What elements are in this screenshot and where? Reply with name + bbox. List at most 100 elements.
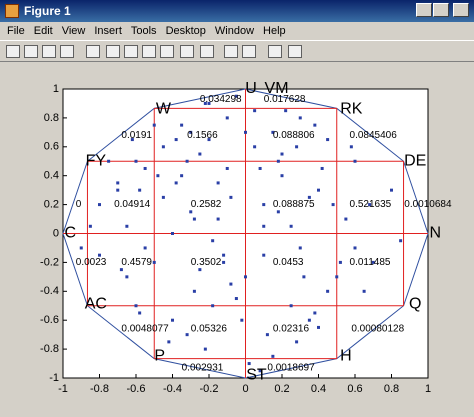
point [171, 232, 174, 235]
figure: -1 -0.8 -0.6 -0.4 -0.2 0 0.2 0.4 0.6 0.8 1 -1 -0.8 -0… [40, 80, 452, 395]
toolbar-button[interactable] [42, 45, 56, 58]
point [258, 166, 262, 170]
point [368, 203, 372, 207]
point [174, 138, 178, 142]
point [225, 116, 229, 120]
menu-item[interactable]: View [61, 25, 86, 37]
x-tick-label: 0.2 [274, 383, 289, 395]
point [234, 297, 238, 301]
point [216, 181, 220, 185]
point [284, 109, 288, 113]
toolbar-button[interactable] [268, 45, 282, 58]
toolbar [0, 40, 474, 62]
toolbar-button[interactable] [224, 45, 238, 58]
annotation: 0.05326 [191, 324, 228, 335]
y-tick-label: 1 [53, 83, 59, 95]
point [344, 217, 348, 221]
point [289, 304, 293, 308]
y-tick-label: 0.4 [44, 170, 59, 182]
toolbar-button[interactable] [200, 45, 214, 58]
point [180, 123, 184, 127]
point [143, 246, 147, 250]
point [156, 174, 160, 178]
x-tick-label: 0 [242, 383, 248, 395]
region-label: C [65, 225, 77, 242]
toolbar-button[interactable] [60, 45, 74, 58]
point [152, 123, 156, 127]
annotation: 0.0845406 [350, 130, 398, 141]
point [211, 239, 215, 243]
x-tick-label: 1 [425, 383, 431, 395]
point [271, 354, 275, 358]
annotation: 0.0010684 [404, 199, 452, 210]
point [134, 159, 138, 163]
point [185, 333, 189, 337]
point [116, 188, 120, 192]
menu-item[interactable]: Window [214, 25, 255, 37]
menu-item[interactable]: Help [263, 25, 286, 37]
menu-bar: File Edit View Insert Tools Desktop Window Help [0, 22, 474, 40]
point [240, 318, 244, 322]
annotation: 0.088875 [273, 199, 315, 210]
maximize-button[interactable] [433, 3, 449, 17]
point [189, 130, 193, 134]
point [253, 109, 257, 113]
toolbar-button[interactable] [6, 45, 20, 58]
menu-item[interactable]: Desktop [165, 25, 206, 37]
point [222, 260, 226, 264]
minimize-button[interactable] [416, 3, 432, 17]
point [295, 340, 299, 344]
point [338, 260, 342, 264]
point [234, 94, 238, 98]
point [313, 123, 317, 127]
point [222, 253, 226, 257]
toolbar-button[interactable] [24, 45, 38, 58]
point [276, 159, 280, 163]
region-label: Q [409, 296, 421, 313]
y-tick-label: -0.6 [40, 314, 59, 326]
region-label: W [156, 100, 172, 117]
region-label: ST [246, 366, 267, 383]
x-tick-label: -1 [58, 383, 68, 395]
point [198, 152, 202, 156]
point [138, 311, 142, 315]
region-label: RK [340, 100, 363, 117]
point [198, 268, 202, 272]
point [353, 246, 357, 250]
toolbar-button[interactable] [142, 45, 156, 58]
point [225, 166, 229, 170]
point [302, 275, 306, 279]
region-label: AC [85, 296, 107, 313]
x-tick-label: -0.4 [163, 383, 182, 395]
point [335, 275, 339, 279]
point [174, 181, 178, 185]
region-label: FY [86, 152, 107, 169]
menu-item[interactable]: Insert [94, 25, 122, 37]
point [253, 145, 257, 149]
toolbar-button[interactable] [106, 45, 120, 58]
toolbar-button[interactable] [180, 45, 194, 58]
region-label: VM [265, 80, 289, 97]
menu-item[interactable]: Tools [130, 25, 157, 37]
toolbar-button[interactable] [242, 45, 256, 58]
annotation: 0.04914 [114, 199, 151, 210]
toolbar-button[interactable] [86, 45, 100, 58]
menu-item[interactable]: File [7, 25, 25, 37]
toolbar-button[interactable] [160, 45, 174, 58]
toolbar-button[interactable] [124, 45, 138, 58]
point [371, 260, 375, 264]
point [244, 130, 247, 134]
point [276, 210, 280, 214]
annotation: 0 [76, 199, 82, 210]
point [192, 289, 196, 293]
menu-item[interactable]: Edit [33, 25, 53, 37]
y-tick-label: -0.4 [40, 285, 59, 297]
annotation: 0.0023 [76, 257, 107, 268]
region-label: P [154, 348, 165, 365]
y-tick-label: -1 [49, 372, 59, 384]
point [125, 275, 129, 279]
close-button[interactable] [453, 3, 469, 17]
toolbar-button[interactable] [288, 45, 302, 58]
x-tick-label: -0.2 [200, 383, 219, 395]
point [280, 152, 284, 156]
